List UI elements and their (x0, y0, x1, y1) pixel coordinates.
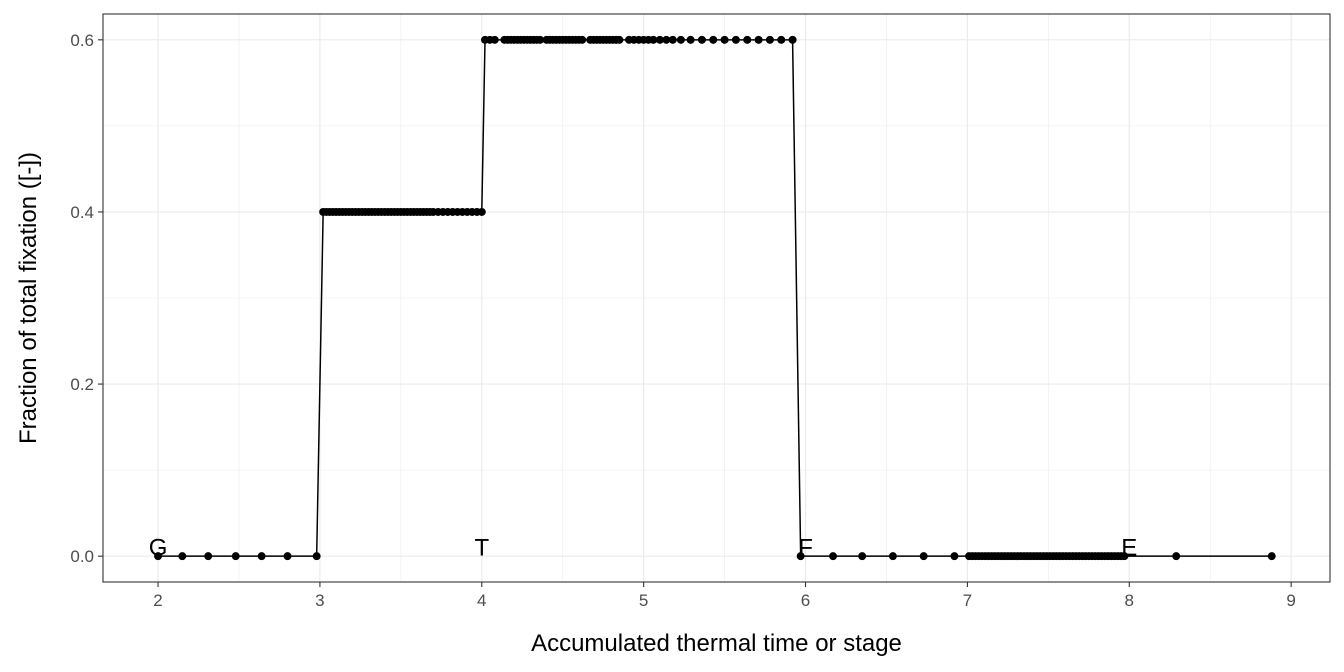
x-tick-label: 9 (1286, 591, 1295, 610)
annotation-e: E (1121, 535, 1137, 562)
data-point (743, 35, 752, 44)
data-point (950, 552, 959, 561)
data-point (777, 35, 786, 44)
data-point (204, 552, 213, 561)
data-point (655, 35, 664, 44)
data-point (720, 35, 729, 44)
data-point (1267, 552, 1276, 561)
x-tick-label: 6 (801, 591, 810, 610)
y-axis-title: Fraction of total fixation ([-]) (15, 152, 42, 444)
data-point (662, 35, 671, 44)
data-point (312, 552, 321, 561)
data-point (154, 552, 163, 561)
y-tick-label: 0.6 (70, 31, 94, 50)
x-tick-label: 8 (1125, 591, 1134, 610)
x-tick-label: 7 (963, 591, 972, 610)
data-point (731, 35, 740, 44)
data-point (536, 35, 545, 44)
data-point (257, 552, 266, 561)
series-layer (154, 35, 1276, 561)
x-tick-label: 5 (639, 591, 648, 610)
data-point (477, 207, 486, 216)
data-point (686, 35, 695, 44)
x-axis-title: Accumulated thermal time or stage (531, 630, 902, 657)
data-point (919, 552, 928, 561)
y-tick-label: 0.2 (70, 375, 94, 394)
data-point (490, 35, 499, 44)
data-point (1120, 552, 1129, 561)
data-point (788, 35, 797, 44)
annotation-g: G (149, 535, 168, 562)
y-axis: 0.0 0.2 0.4 0.6 (70, 31, 103, 566)
x-tick-label: 2 (153, 591, 162, 610)
data-point (1172, 552, 1181, 561)
data-point (709, 35, 718, 44)
x-tick-label: 4 (477, 591, 486, 610)
data-point (283, 552, 292, 561)
annotation-f: F (798, 535, 813, 562)
panel-border (102, 13, 1331, 583)
data-point (765, 35, 774, 44)
grid-minor (103, 14, 1330, 582)
data-point (858, 552, 867, 561)
data-point (649, 35, 658, 44)
data-point (697, 35, 706, 44)
data-point (178, 552, 187, 561)
data-point (888, 552, 897, 561)
data-point (676, 35, 685, 44)
annotation-t: T (474, 535, 489, 562)
data-point (231, 552, 240, 561)
x-tick-label: 3 (315, 591, 324, 610)
data-point (668, 35, 677, 44)
data-point (615, 35, 624, 44)
x-axis: 2 3 4 5 6 7 8 9 (153, 582, 1296, 610)
data-point (796, 552, 805, 561)
data-point (578, 35, 587, 44)
y-tick-label: 0.4 (70, 203, 94, 222)
data-point (829, 552, 838, 561)
data-point (754, 35, 763, 44)
y-tick-label: 0.0 (70, 547, 94, 566)
